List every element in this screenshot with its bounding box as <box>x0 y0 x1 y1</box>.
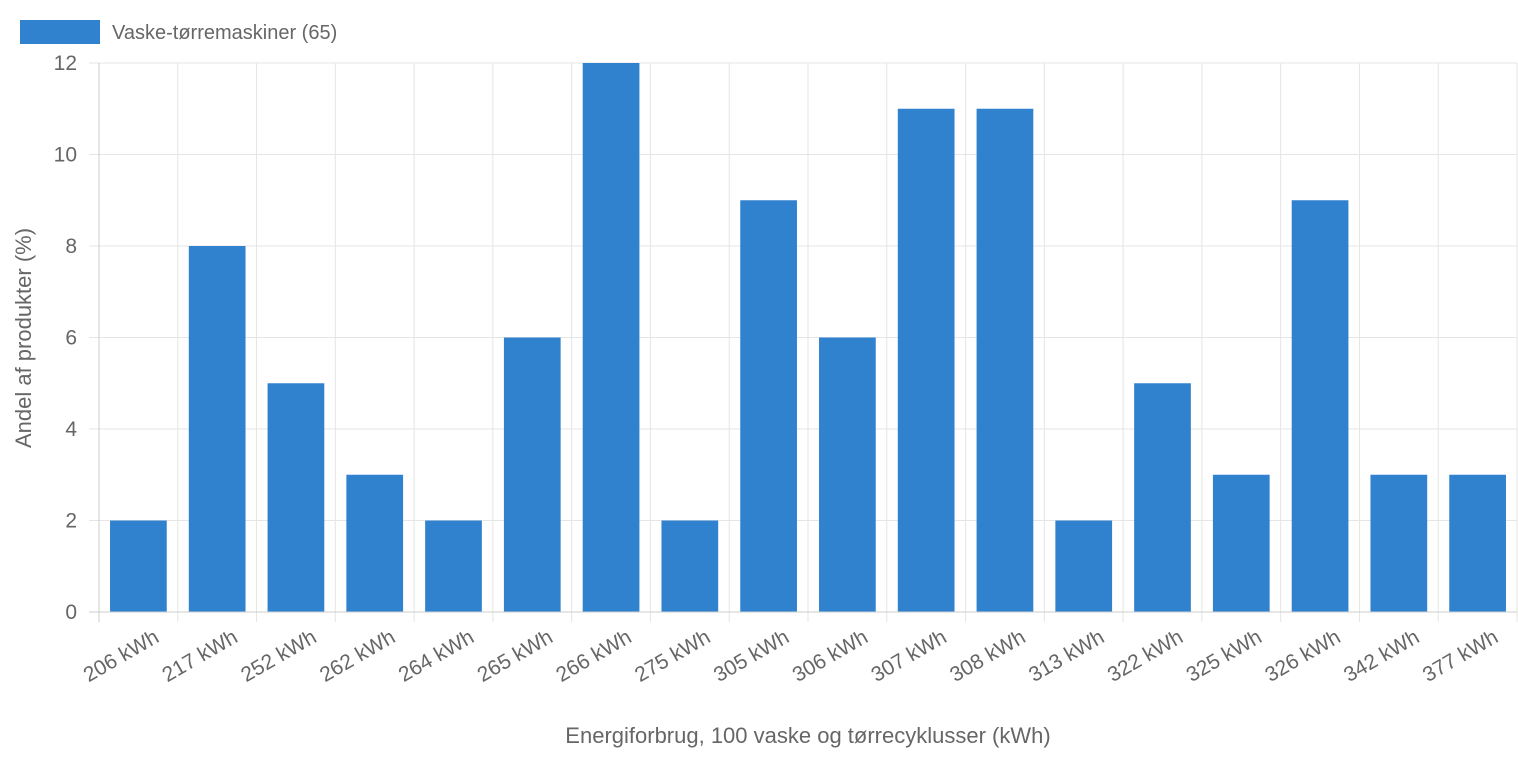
bars <box>110 63 1506 612</box>
y-tick-label: 8 <box>65 235 77 258</box>
bar[interactable] <box>346 474 404 612</box>
x-tick-label: 264 kWh <box>395 625 478 686</box>
x-tick-label: 326 kWh <box>1261 625 1344 686</box>
bar[interactable] <box>1449 474 1506 612</box>
y-tick-labels: 0 2 4 6 8 10 12 <box>54 52 78 624</box>
grid-lines <box>89 62 1518 622</box>
bar[interactable] <box>188 246 246 612</box>
x-tick-label: 266 kWh <box>552 625 635 686</box>
axes <box>98 63 1517 613</box>
x-tick-label: 265 kWh <box>474 625 557 686</box>
bar[interactable] <box>1291 200 1349 612</box>
x-axis-title: Energiforbrug, 100 vaske og tørrecykluss… <box>565 723 1050 748</box>
y-tick-label: 10 <box>54 144 77 167</box>
bar[interactable] <box>661 520 719 613</box>
x-tick-label: 262 kWh <box>316 625 399 686</box>
legend-label[interactable]: Vaske-tørremaskiner (65) <box>112 22 337 44</box>
y-tick-label: 2 <box>65 510 77 533</box>
x-tick-label: 217 kWh <box>158 625 241 686</box>
x-tick-label: 307 kWh <box>867 625 950 686</box>
bar[interactable] <box>503 337 561 613</box>
x-tick-label: 377 kWh <box>1419 625 1502 686</box>
x-tick-label: 342 kWh <box>1340 625 1423 686</box>
x-tick-label: 252 kWh <box>237 625 320 686</box>
x-tick-label: 308 kWh <box>946 625 1029 686</box>
bar[interactable] <box>976 108 1034 612</box>
legend-swatch[interactable] <box>20 20 100 44</box>
bar[interactable] <box>819 337 876 613</box>
bar[interactable] <box>1212 474 1270 612</box>
x-tick-label: 322 kWh <box>1104 625 1187 686</box>
x-tick-label: 275 kWh <box>631 625 714 686</box>
legend[interactable]: Vaske-tørremaskiner (65) <box>20 20 337 44</box>
y-tick-label: 4 <box>65 418 77 441</box>
bar[interactable] <box>582 63 640 612</box>
bar[interactable] <box>740 200 797 612</box>
bar[interactable] <box>267 383 325 612</box>
y-axis-title: Andel af produkter (%) <box>11 228 36 448</box>
bar[interactable] <box>110 520 167 613</box>
x-tick-label: 325 kWh <box>1183 625 1266 686</box>
bar[interactable] <box>1134 383 1191 612</box>
x-tick-label: 206 kWh <box>80 625 163 686</box>
y-tick-label: 12 <box>54 52 77 75</box>
bar[interactable] <box>1370 474 1428 612</box>
y-tick-label: 0 <box>65 601 77 624</box>
bar[interactable] <box>425 520 482 613</box>
bar[interactable] <box>1055 520 1113 613</box>
x-tick-label: 313 kWh <box>1025 625 1108 686</box>
bar[interactable] <box>897 108 955 612</box>
x-tick-label: 305 kWh <box>710 625 793 686</box>
y-tick-label: 6 <box>65 327 77 350</box>
x-tick-label: 306 kWh <box>789 625 872 686</box>
